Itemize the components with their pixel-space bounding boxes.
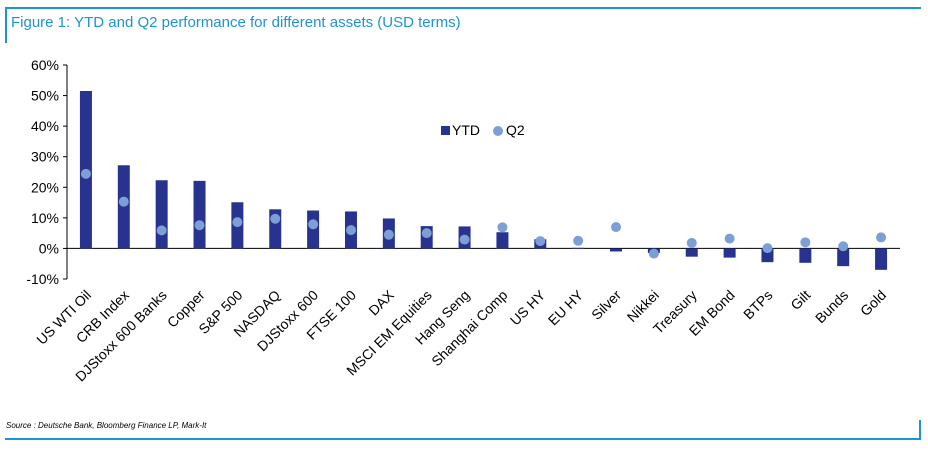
bar-ytd xyxy=(155,180,168,249)
dot-q2 xyxy=(573,235,584,246)
y-tick-label: 0% xyxy=(39,240,59,256)
dot-q2 xyxy=(232,217,243,228)
dot-q2 xyxy=(838,241,849,252)
bar-ytd xyxy=(193,180,206,249)
dot-q2 xyxy=(611,222,622,233)
dot-q2 xyxy=(421,228,432,239)
bar-ytd xyxy=(875,248,888,270)
bar-ytd xyxy=(723,248,736,258)
dot-q2 xyxy=(383,229,394,240)
y-tick-label: 60% xyxy=(31,57,59,73)
dot-q2 xyxy=(80,168,91,179)
dot-q2 xyxy=(270,213,281,224)
bar-ytd xyxy=(685,248,698,257)
bar-ytd xyxy=(496,232,509,249)
bar-ytd xyxy=(572,247,585,249)
bar-ytd xyxy=(837,248,850,267)
dot-q2 xyxy=(459,234,470,245)
y-tick-label: -10% xyxy=(26,271,59,287)
frame-top-border xyxy=(5,7,921,9)
category-label: US HY xyxy=(507,286,549,328)
legend-label-q2: Q2 xyxy=(506,122,525,138)
source-note: Source : Deutsche Bank, Bloomberg Financ… xyxy=(6,421,207,430)
category-label: Silver xyxy=(588,287,624,323)
dot-q2 xyxy=(497,222,508,233)
y-tick-label: 30% xyxy=(31,149,59,165)
dot-q2 xyxy=(118,196,129,207)
y-tick-label: 50% xyxy=(31,88,59,104)
bar-ytd xyxy=(799,248,812,263)
dot-q2 xyxy=(156,225,167,236)
frame-bottom-border xyxy=(5,438,921,440)
category-label: BTPs xyxy=(740,287,776,323)
dot-q2 xyxy=(345,225,356,236)
legend-swatch-q2 xyxy=(493,126,503,136)
category-label: DAX xyxy=(365,286,397,318)
category-label: Gold xyxy=(857,287,889,319)
dot-q2 xyxy=(724,233,735,244)
legend-swatch-ytd xyxy=(441,126,450,135)
legend-label-ytd: YTD xyxy=(452,122,480,138)
bar-ytd xyxy=(117,165,130,249)
bar-ytd xyxy=(610,248,623,252)
y-tick-label: 40% xyxy=(31,118,59,134)
dot-q2 xyxy=(648,248,659,259)
category-label: EU HY xyxy=(545,286,587,328)
figure-title: Figure 1: YTD and Q2 performance for dif… xyxy=(11,14,461,31)
category-label: Bunds xyxy=(812,287,851,326)
y-tick-label: 20% xyxy=(31,179,59,195)
dot-q2 xyxy=(686,237,697,248)
dot-q2 xyxy=(800,237,811,248)
frame-right-border xyxy=(919,420,921,440)
dot-q2 xyxy=(876,232,887,243)
dot-q2 xyxy=(194,220,205,231)
dot-q2 xyxy=(535,236,546,247)
y-tick-label: 10% xyxy=(31,210,59,226)
frame-left-border xyxy=(5,7,7,43)
dot-q2 xyxy=(308,219,319,230)
bar-ytd xyxy=(307,210,320,249)
dot-q2 xyxy=(762,243,773,254)
category-label: Gilt xyxy=(787,287,813,313)
